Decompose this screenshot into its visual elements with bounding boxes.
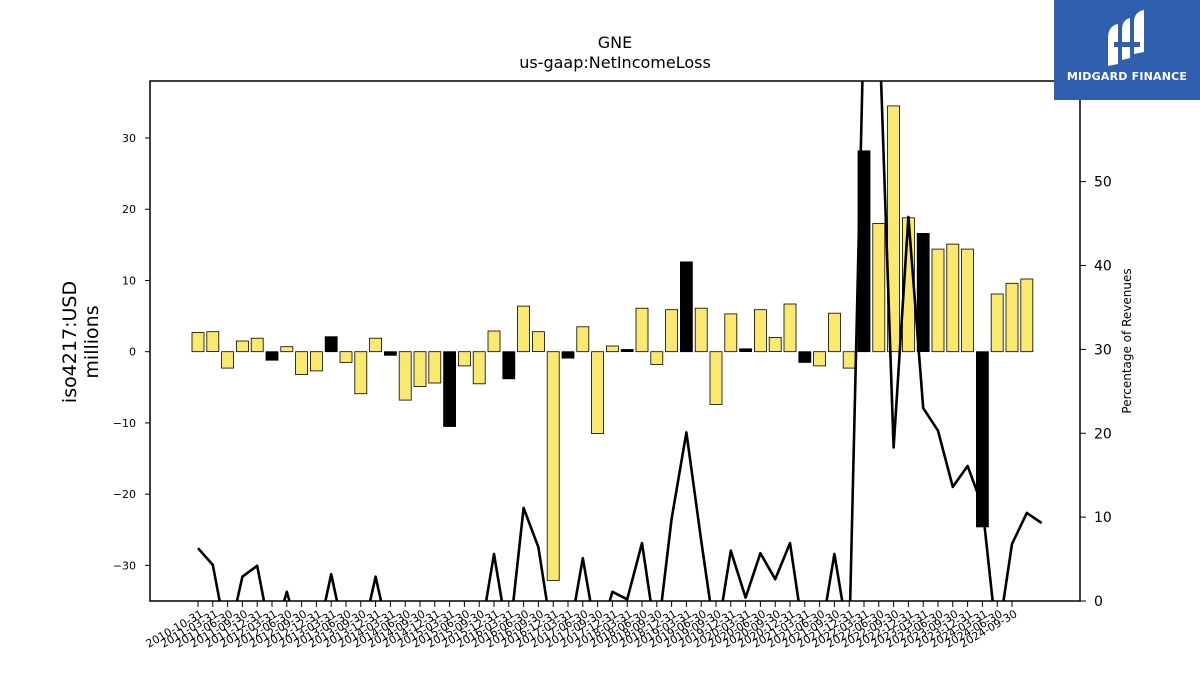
brand-name: MIDGARD FINANCE xyxy=(1066,70,1188,83)
left-tick-label: −30 xyxy=(113,559,136,572)
bar xyxy=(561,351,575,359)
bar xyxy=(976,351,989,528)
bar xyxy=(472,351,486,385)
bar xyxy=(754,309,767,353)
bar xyxy=(265,351,279,361)
bar xyxy=(339,351,353,363)
bar xyxy=(665,309,678,353)
bar xyxy=(606,345,619,353)
bar xyxy=(828,312,841,353)
bar xyxy=(620,349,634,352)
bar xyxy=(946,243,960,353)
bar xyxy=(546,351,560,581)
bar xyxy=(709,351,723,405)
bar xyxy=(517,305,530,353)
pct-revenue-line xyxy=(197,81,1043,601)
right-tick-label: 50 xyxy=(1094,175,1112,191)
right-tick-label: 20 xyxy=(1094,426,1112,442)
bars xyxy=(191,105,1034,581)
left-tick-label: 10 xyxy=(122,274,136,287)
x-axis-ticks: 2010-10-312011-03-312011-06-302011-09-30… xyxy=(144,601,1020,651)
left-tick-label: −20 xyxy=(113,488,136,501)
bar xyxy=(650,351,664,365)
bar xyxy=(990,293,1004,353)
bar xyxy=(369,337,383,353)
bar xyxy=(813,351,826,367)
right-tick-label: 0 xyxy=(1094,594,1103,610)
bar xyxy=(798,351,812,363)
bar xyxy=(383,351,397,356)
bar xyxy=(191,332,205,353)
right-y-axis-label: Percentage of Revenues xyxy=(1120,268,1134,413)
bar xyxy=(354,351,368,395)
bar xyxy=(532,331,545,353)
bar xyxy=(931,248,945,353)
line-layer xyxy=(197,81,1043,601)
bar xyxy=(428,351,442,384)
bar xyxy=(487,330,501,353)
bar xyxy=(457,351,471,367)
brand-mark-icon xyxy=(1108,10,1144,66)
bar xyxy=(887,105,900,353)
right-axis-ticks: 0 10 20 30 40 50 xyxy=(1080,175,1112,610)
bar xyxy=(916,232,930,352)
left-tick-label: −10 xyxy=(113,417,136,430)
bar xyxy=(206,331,220,353)
left-y-axis-label: iso4217:USD millions xyxy=(59,281,103,403)
left-tick-label: 30 xyxy=(122,132,136,145)
left-tick-label: 20 xyxy=(122,203,136,216)
bar xyxy=(324,336,338,353)
bar xyxy=(680,261,693,353)
bar xyxy=(280,346,294,353)
bar xyxy=(295,351,309,375)
right-tick-label: 40 xyxy=(1094,259,1112,275)
bar xyxy=(739,348,752,352)
left-y-axis-label-line: iso4217:USD xyxy=(59,281,81,403)
bar xyxy=(1020,278,1034,353)
bar xyxy=(783,303,797,353)
bar xyxy=(768,336,782,352)
bar xyxy=(413,351,427,388)
bar xyxy=(235,340,249,353)
plot-frame xyxy=(149,80,1081,602)
bar xyxy=(576,326,590,353)
bar xyxy=(443,351,457,427)
bar xyxy=(961,248,974,353)
bar xyxy=(1005,282,1019,353)
right-tick-label: 10 xyxy=(1094,510,1112,526)
left-axis-ticks: −30 −20 −10 0 10 20 30 xyxy=(113,132,150,572)
bar xyxy=(309,351,323,372)
bar xyxy=(221,351,235,369)
bar xyxy=(250,337,264,353)
bar xyxy=(502,351,516,380)
bar xyxy=(694,307,708,353)
chart-subtitle: us-gaap:NetIncomeLoss xyxy=(519,53,711,72)
chart-title: GNE xyxy=(598,33,632,52)
bar xyxy=(724,313,738,353)
left-y-axis-label-line: millions xyxy=(81,305,103,378)
bar xyxy=(398,351,412,401)
right-tick-label: 30 xyxy=(1094,342,1112,358)
bar xyxy=(872,223,886,353)
bar xyxy=(591,351,604,435)
brand-logo: MIDGARD FINANCE xyxy=(1054,0,1200,100)
bar xyxy=(842,351,856,369)
bar xyxy=(635,307,649,353)
left-tick-label: 0 xyxy=(129,346,136,359)
